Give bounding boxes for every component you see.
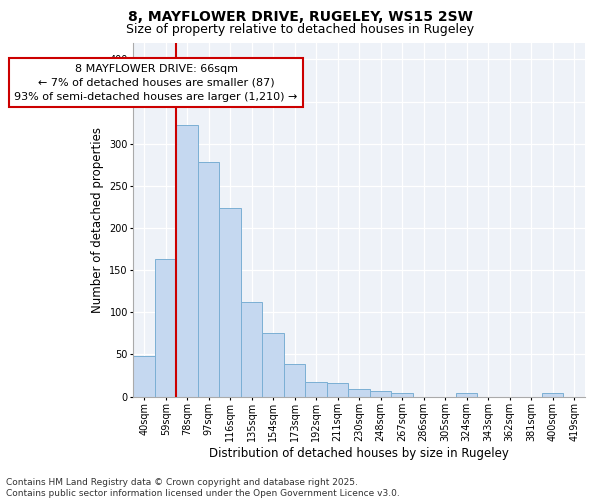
Y-axis label: Number of detached properties: Number of detached properties [91,126,104,312]
Bar [284,364,305,396]
Bar [391,393,413,396]
Bar [349,389,370,396]
Bar [370,390,391,396]
Bar [327,383,349,396]
Text: Size of property relative to detached houses in Rugeley: Size of property relative to detached ho… [126,22,474,36]
Bar [262,334,284,396]
Bar [542,393,563,396]
Bar [241,302,262,396]
Text: 8, MAYFLOWER DRIVE, RUGELEY, WS15 2SW: 8, MAYFLOWER DRIVE, RUGELEY, WS15 2SW [128,10,472,24]
Bar [456,393,478,396]
Bar [176,125,198,396]
Bar [198,162,220,396]
Bar [133,356,155,397]
X-axis label: Distribution of detached houses by size in Rugeley: Distribution of detached houses by size … [209,447,509,460]
Text: 8 MAYFLOWER DRIVE: 66sqm
← 7% of detached houses are smaller (87)
93% of semi-de: 8 MAYFLOWER DRIVE: 66sqm ← 7% of detache… [14,64,298,102]
Bar [155,259,176,396]
Text: Contains HM Land Registry data © Crown copyright and database right 2025.
Contai: Contains HM Land Registry data © Crown c… [6,478,400,498]
Bar [220,208,241,396]
Bar [305,382,327,396]
